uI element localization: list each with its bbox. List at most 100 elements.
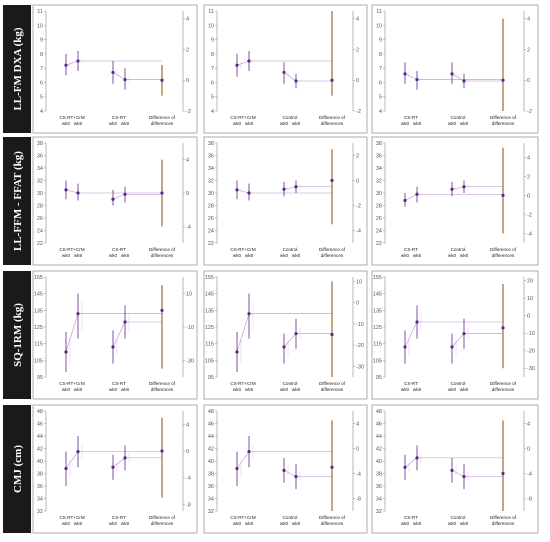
time-label: wk0 <box>62 121 71 126</box>
diff-label: differences <box>151 121 174 126</box>
diff-label: differences <box>151 387 174 392</box>
tick-label: -4 <box>186 224 191 230</box>
tick-label: 36 <box>208 484 214 490</box>
row-label-bg <box>3 5 31 133</box>
tick-label: 10 <box>208 23 214 29</box>
group-label: CS-RT <box>404 115 418 120</box>
time-label: wk8 <box>413 253 422 258</box>
time-label: wk0 <box>109 521 118 526</box>
tick-label: 11 <box>376 9 382 15</box>
connector-line <box>65 60 79 66</box>
tick-label: 34 <box>37 166 43 172</box>
tick-label: 40 <box>37 459 43 465</box>
tick-label: 38 <box>37 472 43 478</box>
tick-label: 36 <box>37 154 43 160</box>
tick-label: -4 <box>527 231 532 237</box>
tick-label: 11 <box>37 9 43 15</box>
diff-label: Difference of <box>149 247 176 252</box>
time-label: wk0 <box>233 253 242 258</box>
mean-point <box>235 188 239 192</box>
time-label: wk8 <box>245 521 254 526</box>
time-label: wk0 <box>448 253 457 258</box>
group-label: CS-RT+CrM <box>230 515 255 520</box>
time-label: wk0 <box>109 121 118 126</box>
tick-label: 44 <box>376 434 382 440</box>
panel-frame <box>32 270 198 400</box>
group-label: Control <box>283 115 298 120</box>
mean-point <box>403 72 407 76</box>
tick-label: 34 <box>37 497 43 503</box>
tick-label: 4 <box>186 422 189 428</box>
tick-label: 40 <box>208 459 214 465</box>
tick-label: 4 <box>40 109 43 115</box>
diff-point <box>501 326 505 330</box>
tick-label: 48 <box>208 409 214 415</box>
diff-label: Difference of <box>319 381 346 386</box>
mean-point <box>76 450 80 454</box>
mean-point <box>64 63 68 67</box>
diff-label: differences <box>151 253 174 258</box>
tick-label: 4 <box>527 17 530 23</box>
diff-point <box>160 449 164 453</box>
tick-label: 145 <box>373 292 382 298</box>
tick-label: 36 <box>376 484 382 490</box>
tick-label: 26 <box>208 216 214 222</box>
tick-label: 0 <box>356 447 359 453</box>
mean-point <box>76 312 80 316</box>
tick-label: 42 <box>37 447 43 453</box>
chart-panel: 95105115125135145155-30-1010CS-RT+CrMwk0… <box>32 270 198 400</box>
tick-label: 40 <box>376 459 382 465</box>
time-label: wk0 <box>233 521 242 526</box>
tick-label: 4 <box>211 109 214 115</box>
tick-label: 24 <box>37 229 43 235</box>
panel-frame <box>203 404 368 534</box>
tick-label: -30 <box>356 364 364 370</box>
tick-label: 2 <box>186 47 189 53</box>
mean-point <box>462 475 466 479</box>
mean-point <box>450 72 454 76</box>
tick-label: 20 <box>527 279 533 285</box>
tick-label: 8 <box>379 52 382 58</box>
time-label: wk8 <box>74 387 83 392</box>
mean-point <box>450 468 454 472</box>
diff-point <box>160 191 164 195</box>
time-label: wk0 <box>233 387 242 392</box>
tick-label: -2 <box>527 212 532 218</box>
tick-label: -8 <box>356 497 361 503</box>
diff-point <box>330 465 334 469</box>
tick-label: 4 <box>356 17 359 23</box>
time-label: wk0 <box>109 253 118 258</box>
diff-label: differences <box>321 121 344 126</box>
mean-point <box>123 456 127 460</box>
tick-label: 115 <box>34 342 43 348</box>
tick-label: 2 <box>356 154 359 160</box>
panel-frame <box>371 270 539 400</box>
tick-label: 9 <box>379 38 382 44</box>
tick-label: 105 <box>34 358 43 364</box>
mean-point <box>282 187 286 191</box>
mean-point <box>111 465 115 469</box>
time-label: wk0 <box>401 253 410 258</box>
time-label: wk8 <box>121 387 130 392</box>
tick-label: 135 <box>34 308 43 314</box>
diff-point <box>330 78 334 82</box>
time-label: wk8 <box>460 521 469 526</box>
tick-label: 95 <box>208 375 214 381</box>
tick-label: 10 <box>376 23 382 29</box>
mean-point <box>64 466 68 471</box>
time-label: wk0 <box>280 521 289 526</box>
time-label: wk8 <box>245 253 254 258</box>
mean-point <box>123 320 127 324</box>
tick-label: -4 <box>356 229 361 235</box>
tick-label: 7 <box>211 66 214 72</box>
tick-label: 9 <box>211 38 214 44</box>
time-label: wk8 <box>460 387 469 392</box>
tick-label: -8 <box>186 502 191 508</box>
diff-label: differences <box>492 521 515 526</box>
time-label: wk0 <box>109 387 118 392</box>
tick-label: 28 <box>37 204 43 210</box>
panel-frame <box>203 270 368 400</box>
mean-point <box>282 345 286 349</box>
